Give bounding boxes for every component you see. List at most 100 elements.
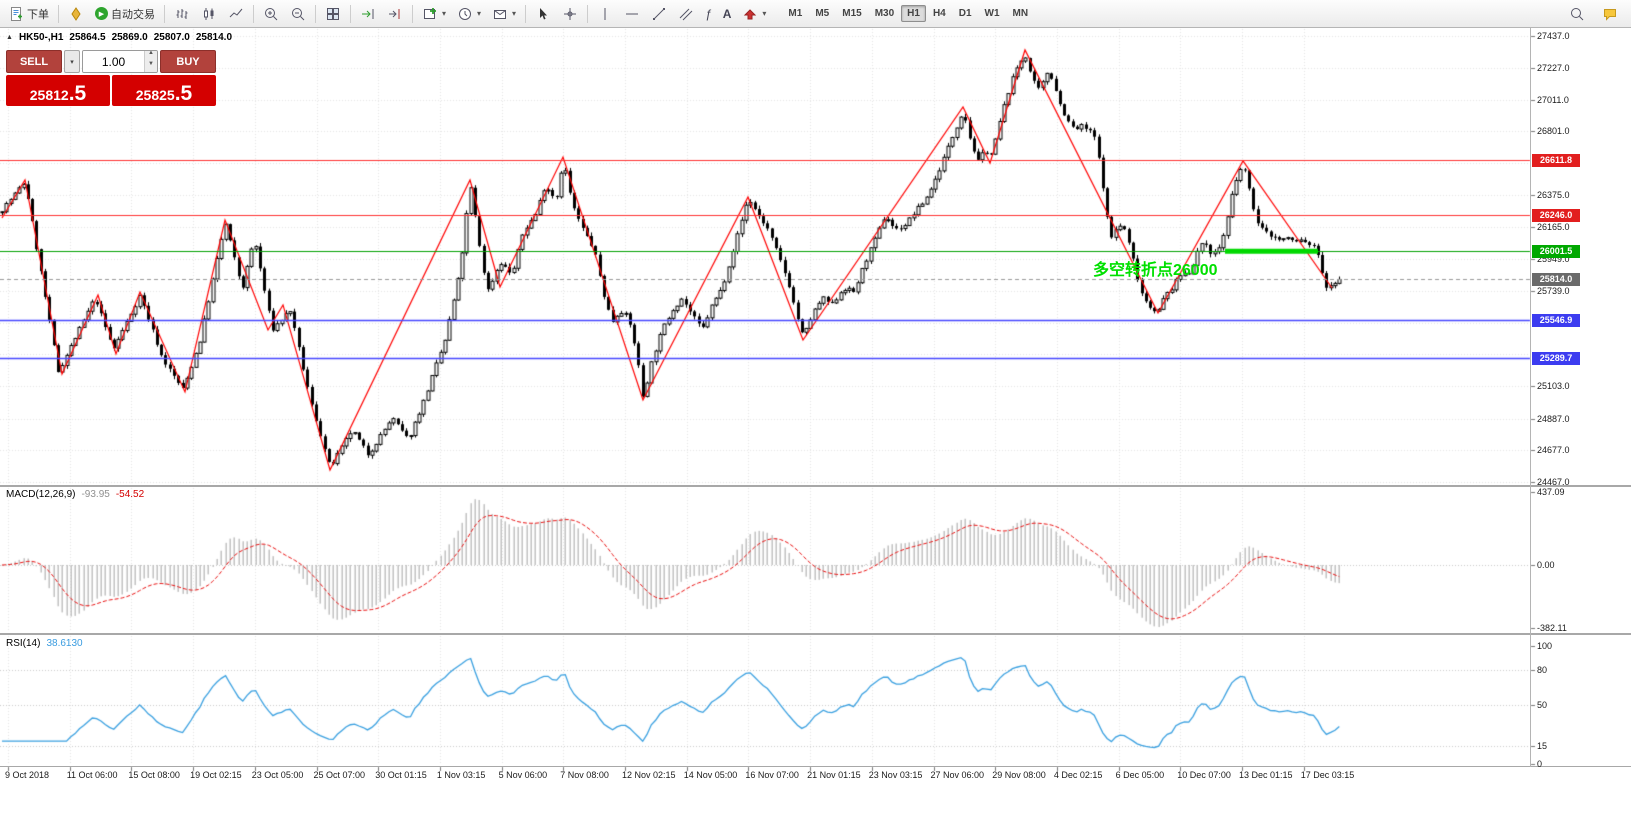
timeframe-button-M5[interactable]: M5 bbox=[809, 5, 835, 22]
candlestick-button[interactable] bbox=[196, 3, 222, 25]
buy-price-main: 25825 bbox=[135, 87, 175, 103]
timeframe-button-W1[interactable]: W1 bbox=[979, 5, 1006, 22]
panel-separator[interactable] bbox=[0, 633, 1631, 635]
sell-button[interactable]: SELL bbox=[6, 50, 62, 73]
fibonacci-button[interactable]: ƒ bbox=[700, 3, 717, 25]
chart-annotation-text[interactable]: 多空转折点26000 bbox=[1093, 262, 1218, 279]
horizontal-line-button[interactable] bbox=[619, 3, 645, 25]
timeframe-group: M1 M5 M15 M30 H1 H4 D1 W1 MN bbox=[782, 5, 1034, 22]
buy-price-big: .5 bbox=[174, 82, 193, 105]
panel-separator[interactable] bbox=[0, 485, 1631, 487]
sell-price[interactable]: 25812.5 bbox=[6, 75, 110, 106]
separator bbox=[315, 4, 316, 23]
text-icon: A bbox=[722, 6, 732, 21]
zoom-in-button[interactable] bbox=[258, 3, 284, 25]
rsi-title: RSI(14) bbox=[6, 638, 41, 649]
channel-button[interactable] bbox=[673, 3, 699, 25]
chevron-down-icon: ▾ bbox=[762, 9, 767, 18]
ohlc-low: 25807.0 bbox=[153, 32, 190, 43]
timeframe-button-M30[interactable]: M30 bbox=[869, 5, 900, 22]
new-chart-button[interactable]: ▾ bbox=[417, 3, 451, 25]
horizontal-line-icon bbox=[626, 13, 639, 14]
crosshair-button[interactable] bbox=[557, 3, 583, 25]
timeframe-button-MN[interactable]: MN bbox=[1007, 5, 1035, 22]
fibonacci-icon: ƒ bbox=[705, 6, 712, 21]
buy-price[interactable]: 25825.5 bbox=[112, 75, 216, 106]
volume-up-button[interactable]: ▲ bbox=[145, 51, 157, 62]
symbol-name: HK50-,H1 bbox=[18, 32, 64, 43]
new-order-icon bbox=[11, 6, 22, 21]
new-order-label: 下单 bbox=[27, 8, 49, 21]
volume-field: ▲▼ bbox=[82, 50, 158, 73]
chevron-down-icon: ▾ bbox=[512, 9, 517, 18]
chart-shift-icon bbox=[389, 8, 400, 19]
trendline-icon bbox=[653, 7, 666, 20]
autotrading-button[interactable]: ▶ 自动交易 bbox=[90, 3, 160, 25]
one-click-toggle-icon[interactable]: ▲ bbox=[6, 34, 13, 41]
vertical-line-icon bbox=[604, 7, 606, 20]
chevron-down-icon: ▾ bbox=[477, 9, 482, 18]
macd-value: -93.95 bbox=[81, 489, 110, 500]
vertical-line-button[interactable] bbox=[592, 3, 618, 25]
arrows-button[interactable]: ▾ bbox=[737, 3, 771, 25]
macd-signal-value: -54.52 bbox=[115, 489, 145, 500]
buy-button[interactable]: BUY bbox=[160, 50, 216, 73]
volume-dropdown-button[interactable]: ▾ bbox=[64, 50, 80, 73]
macd-indicator-label: MACD(12,26,9) -93.95 -54.52 bbox=[6, 489, 144, 500]
auto-scroll-icon bbox=[362, 8, 374, 19]
line-chart-button[interactable] bbox=[223, 3, 249, 25]
period-clock-button[interactable]: ▾ bbox=[452, 3, 486, 25]
separator bbox=[58, 4, 59, 23]
chart-shift-button[interactable] bbox=[382, 3, 408, 25]
chat-icon bbox=[1604, 8, 1616, 21]
toolbar: 下单 ▶ 自动交易 ▾ ▾ ▾ ƒ A ▾ M1 M5 M15 M30 H1 H4 D1 W1… bbox=[0, 0, 1631, 28]
separator bbox=[412, 4, 413, 23]
rsi-value: 38.6130 bbox=[46, 638, 83, 649]
timeframe-button-D1[interactable]: D1 bbox=[953, 5, 978, 22]
sell-price-big: .5 bbox=[68, 82, 87, 105]
search-icon bbox=[1571, 7, 1584, 20]
arrow-shape-icon bbox=[744, 8, 757, 19]
channel-icon bbox=[679, 8, 693, 20]
trendline-button[interactable] bbox=[646, 3, 672, 25]
separator bbox=[350, 4, 351, 23]
line-chart-icon bbox=[229, 8, 243, 17]
chevron-down-icon: ▾ bbox=[442, 9, 447, 18]
new-chart-icon bbox=[424, 7, 436, 19]
volume-input[interactable] bbox=[83, 51, 144, 72]
auto-scroll-button[interactable] bbox=[355, 3, 381, 25]
volume-down-button[interactable]: ▼ bbox=[145, 61, 157, 72]
price-axis-separator bbox=[1530, 28, 1531, 767]
autotrading-label: 自动交易 bbox=[111, 8, 155, 21]
tile-windows-icon bbox=[327, 7, 339, 20]
candlestick-icon bbox=[204, 7, 214, 20]
volume-spinner: ▲ ▼ bbox=[144, 51, 157, 72]
new-order-button[interactable]: 下单 bbox=[3, 3, 54, 25]
text-button[interactable]: A bbox=[718, 3, 737, 25]
symbol-header: ▲ HK50-,H1 25864.5 25869.0 25807.0 25814… bbox=[6, 32, 232, 43]
template-button[interactable]: ▾ bbox=[487, 3, 521, 25]
marketplace-button[interactable] bbox=[63, 3, 89, 25]
zoom-out-button[interactable] bbox=[285, 3, 311, 25]
cursor-button[interactable] bbox=[530, 3, 556, 25]
search-button[interactable] bbox=[1564, 3, 1590, 25]
toolbar-right bbox=[1564, 3, 1628, 25]
separator bbox=[587, 4, 589, 23]
marketplace-icon bbox=[71, 6, 81, 21]
timeframe-button-M1[interactable]: M1 bbox=[782, 5, 808, 22]
bar-chart-button[interactable] bbox=[169, 3, 195, 25]
zoom-in-icon bbox=[265, 7, 278, 20]
clock-icon bbox=[459, 7, 472, 20]
ohlc-close: 25814.0 bbox=[195, 32, 233, 43]
macd-title: MACD(12,26,9) bbox=[6, 489, 76, 500]
separator bbox=[253, 4, 254, 23]
timeframe-button-H4[interactable]: H4 bbox=[927, 5, 952, 22]
separator bbox=[164, 4, 165, 23]
crosshair-icon bbox=[564, 7, 577, 20]
chat-button[interactable] bbox=[1597, 3, 1623, 25]
ohlc-high: 25869.0 bbox=[111, 32, 148, 43]
timeframe-button-H1[interactable]: H1 bbox=[901, 5, 926, 22]
timeframe-button-M15[interactable]: M15 bbox=[836, 5, 867, 22]
tile-windows-button[interactable] bbox=[320, 3, 346, 25]
